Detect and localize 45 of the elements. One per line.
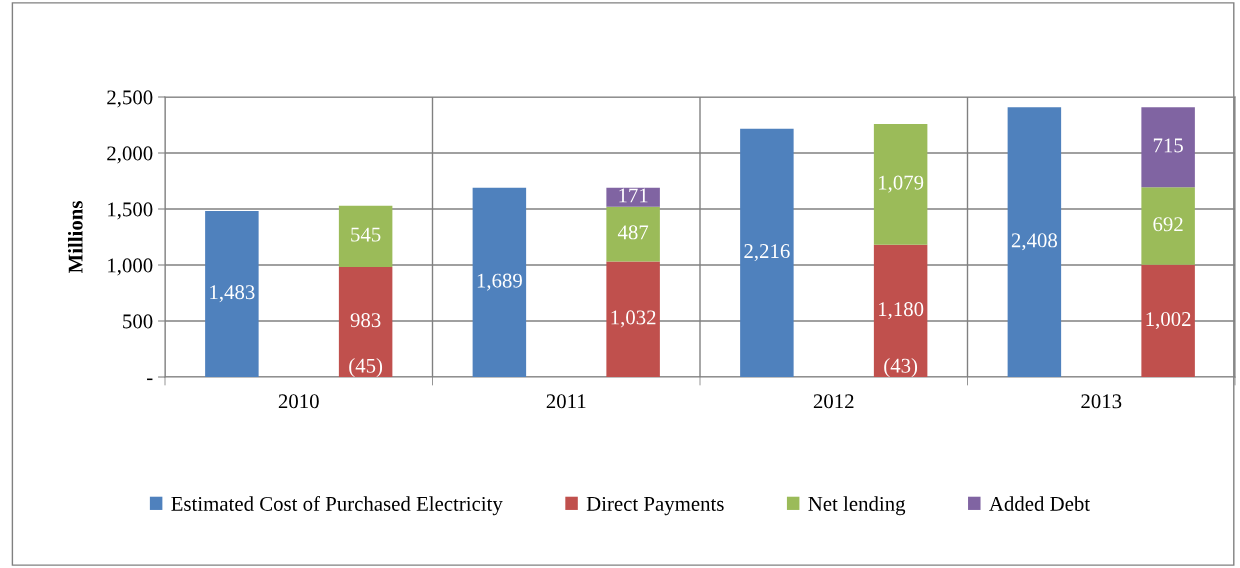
data-label: 692 bbox=[1153, 217, 1183, 232]
bar bbox=[606, 187, 660, 207]
data-label: 1,689 bbox=[477, 273, 522, 291]
data-label: 2,216 bbox=[744, 244, 790, 262]
text: (43) bbox=[884, 358, 918, 377]
bar bbox=[472, 187, 527, 377]
bar bbox=[873, 244, 928, 377]
bar bbox=[338, 205, 393, 267]
legend-label: Added Debt bbox=[989, 496, 1090, 511]
bar bbox=[606, 206, 660, 262]
data-label: 1,002 bbox=[1146, 312, 1191, 330]
data-label: 171 bbox=[619, 188, 648, 203]
data-label: 1,483 bbox=[210, 285, 255, 303]
data-label: 715 bbox=[1153, 138, 1183, 153]
data-label: 487 bbox=[617, 225, 649, 240]
legend-label: Estimated Cost of Purchased Electricity bbox=[171, 496, 503, 516]
bar bbox=[1141, 107, 1195, 188]
y-tick-label: 1,000 bbox=[108, 258, 153, 276]
bar bbox=[606, 261, 660, 377]
y-tick-label: 500 bbox=[123, 314, 153, 329]
data-label: 2,408 bbox=[1011, 233, 1058, 251]
y-tick-label: 2,500 bbox=[107, 90, 153, 108]
data-label: 545 bbox=[351, 227, 381, 242]
x-tick-label: 2013 bbox=[1081, 394, 1122, 409]
bar bbox=[205, 210, 259, 377]
x-tick-label: 2010 bbox=[278, 394, 319, 409]
y-tick-label: 1,500 bbox=[108, 202, 153, 220]
bar bbox=[873, 123, 928, 245]
bar bbox=[338, 266, 393, 377]
data-label: 1,180 bbox=[879, 302, 924, 320]
legend-label: Direct Payments bbox=[586, 496, 724, 516]
text: (45) bbox=[349, 358, 383, 377]
legend-label: Net lending bbox=[808, 496, 906, 516]
x-tick-label: 2011 bbox=[546, 394, 586, 409]
y-tick-label: 2,000 bbox=[107, 146, 153, 164]
bar bbox=[1141, 264, 1195, 377]
y-tick-label: - bbox=[147, 378, 153, 381]
data-label: 1,079 bbox=[879, 175, 924, 193]
bar bbox=[1007, 107, 1062, 377]
bar bbox=[1141, 187, 1195, 265]
data-label: 1,032 bbox=[611, 310, 656, 328]
x-tick-label: 2012 bbox=[813, 394, 854, 409]
y-axis-title: Millions bbox=[67, 201, 83, 274]
bar bbox=[740, 128, 794, 377]
data-label: 983 bbox=[350, 313, 381, 328]
